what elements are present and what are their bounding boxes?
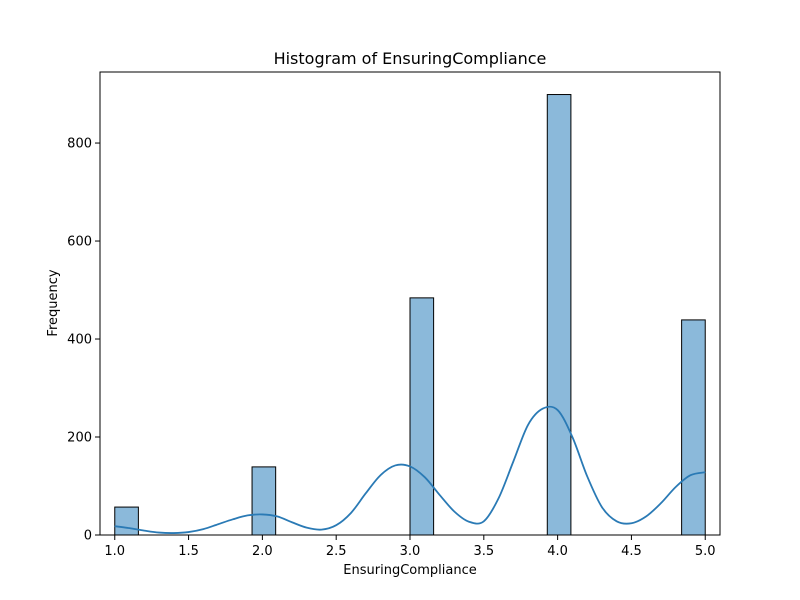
histogram-bar-1: [251, 466, 277, 536]
x-tick-label: 2.0: [252, 544, 273, 559]
y-axis: 0 200 400 600 800: [67, 137, 100, 544]
y-tick-label: 600: [67, 235, 92, 250]
x-tick-label: 1.0: [104, 544, 125, 559]
kde-line: [114, 405, 706, 534]
histogram-bar-0: [114, 506, 139, 536]
x-tick-label: 3.0: [400, 544, 421, 559]
y-tick-label: 400: [67, 333, 92, 348]
x-tick-label: 5.0: [695, 544, 716, 559]
y-tick-label: 0: [84, 529, 92, 544]
x-tick-label: 4.0: [547, 544, 568, 559]
chart-title: Histogram of EnsuringCompliance: [274, 49, 547, 68]
histogram-bar-3: [546, 94, 572, 536]
bars-layer: [114, 94, 706, 536]
x-tick-label: 1.5: [178, 544, 199, 559]
x-tick-label: 2.5: [326, 544, 347, 559]
y-tick-label: 200: [67, 431, 92, 446]
y-axis-label: Frequency: [46, 269, 61, 336]
y-tick-label: 800: [67, 137, 92, 152]
kde-layer: [114, 405, 706, 534]
x-axis-label: EnsuringCompliance: [343, 563, 476, 578]
histogram-bar-4: [681, 319, 706, 536]
x-tick-label: 3.5: [473, 544, 494, 559]
histogram-bar-2: [409, 297, 435, 536]
x-axis: 1.0 1.5 2.0 2.5 3.0 3.5 4.0 4.5 5.0: [104, 535, 716, 559]
x-tick-label: 4.5: [621, 544, 642, 559]
